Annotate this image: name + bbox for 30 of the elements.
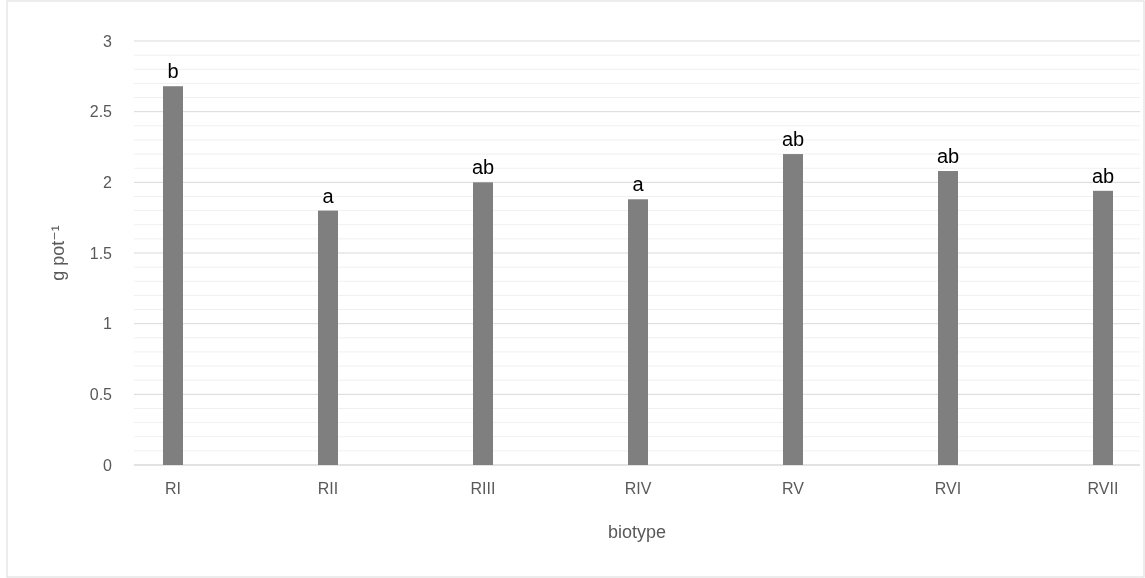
annotation: ab	[781, 128, 805, 151]
y-tick-label: 0.5	[89, 385, 113, 403]
y-tick-label: 1.5	[89, 244, 113, 262]
annotation: b	[167, 60, 179, 83]
x-tick-label: RII	[317, 480, 339, 497]
bar	[938, 171, 958, 465]
bar	[628, 199, 648, 465]
y-tick-label: 0	[103, 456, 113, 474]
y-axis-title: g pot⁻¹	[48, 225, 68, 281]
bar	[318, 210, 338, 465]
bar	[473, 182, 493, 465]
annotation: ab	[936, 145, 960, 168]
bar	[163, 86, 183, 465]
x-tick-label: RVI	[934, 480, 962, 497]
annotation: a	[632, 173, 645, 196]
bar	[1093, 190, 1113, 465]
bar	[783, 154, 803, 465]
x-tick-label: RV	[782, 480, 805, 497]
annotation: ab	[471, 156, 495, 179]
x-tick-label: RIII	[470, 480, 496, 497]
x-axis-title: biotype	[607, 522, 667, 542]
y-tick-label: 1	[103, 315, 113, 333]
x-tick-label: RVII	[1087, 480, 1119, 497]
annotation: ab	[1091, 164, 1115, 187]
annotation: a	[322, 184, 335, 207]
y-tick-label: 2	[103, 173, 113, 191]
x-tick-label: RIV	[624, 480, 652, 497]
y-tick-label: 3	[103, 32, 113, 50]
x-tick-label: RI	[165, 480, 181, 497]
y-tick-label: 2.5	[89, 103, 113, 121]
